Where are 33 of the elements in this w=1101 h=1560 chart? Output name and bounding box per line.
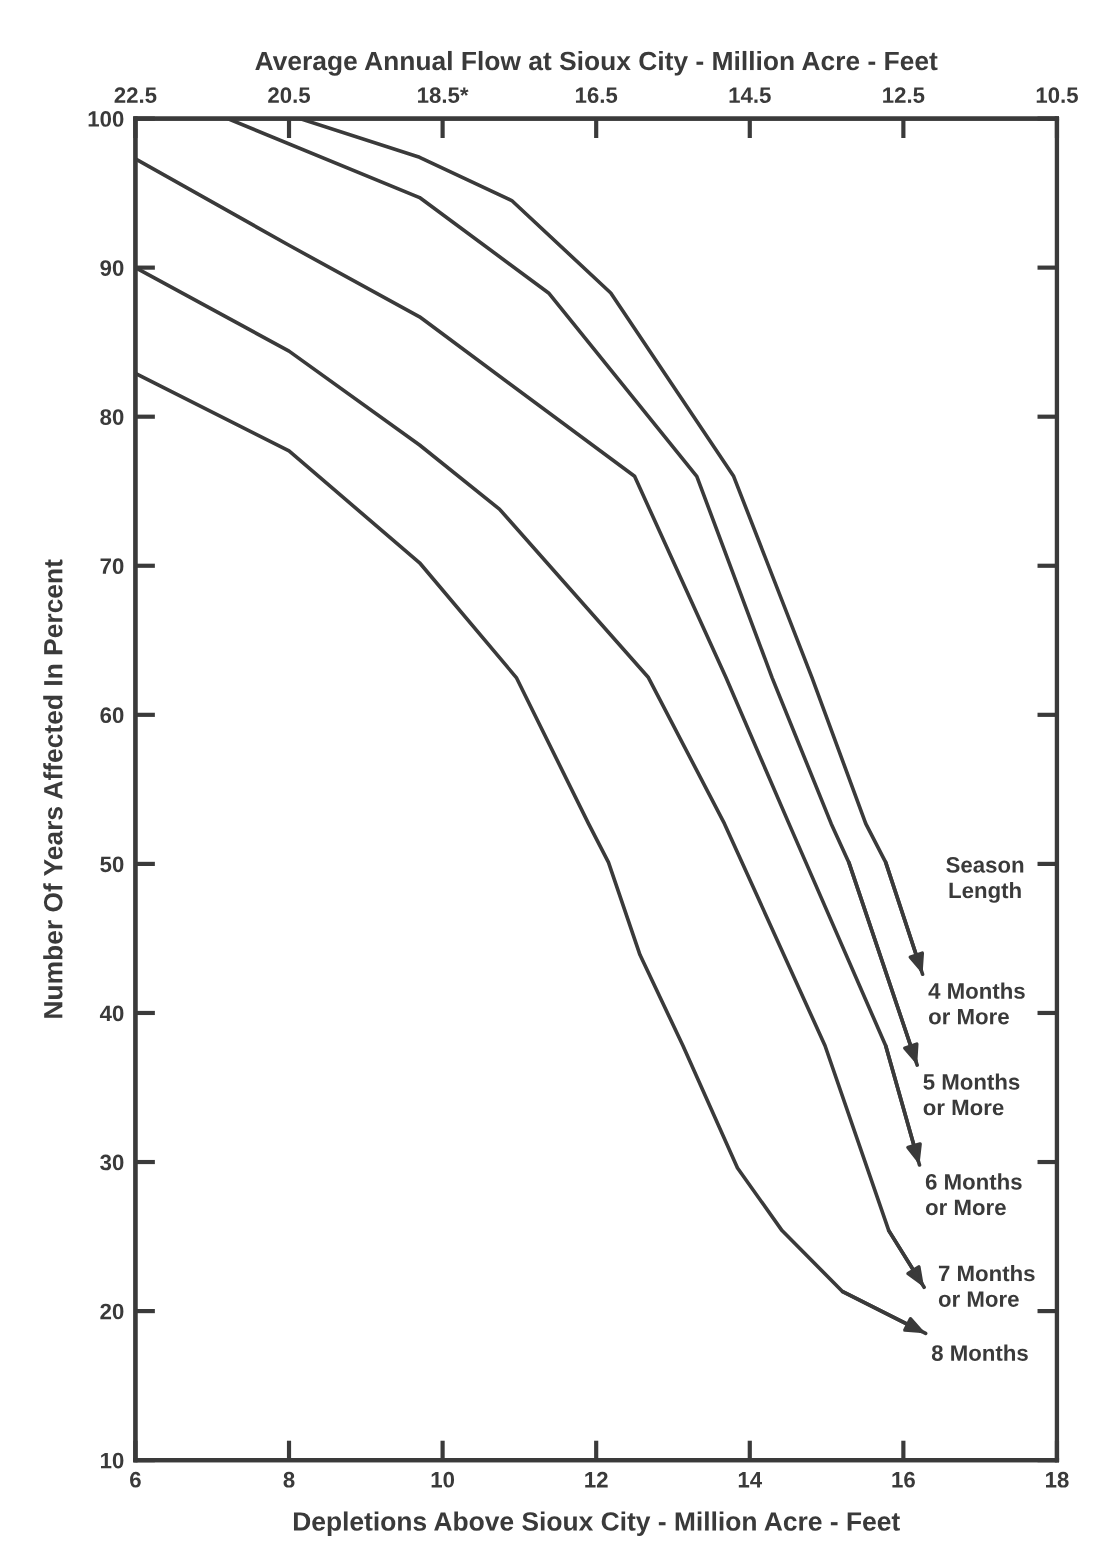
x2-tick-label: 10.5 [1036, 87, 1078, 104]
x-tick-label: 10 [431, 1471, 455, 1488]
x2-tick-label: 12.5 [883, 87, 925, 104]
y-tick-label: 30 [100, 1154, 124, 1171]
x2-tick-label: 20.5 [268, 87, 311, 104]
x2-tick-label: 14.5 [729, 87, 771, 104]
y-tick-label: 50 [100, 856, 124, 873]
legend-label: 6 Months or More [925, 1173, 1022, 1216]
legend-label: 5 Months or More [923, 1073, 1020, 1116]
y-tick-label: 100 [88, 111, 124, 127]
x-tick-label: 6 [130, 1471, 141, 1488]
x2-tick-label: 16.5 [575, 87, 618, 104]
x2-axis-title: Average Annual Flow at Sioux City - Million Acre - Feet [255, 50, 938, 76]
x-tick-label: 18 [1046, 1471, 1069, 1488]
y-tick-label: 40 [99, 1005, 124, 1022]
y-tick-label: 10 [101, 1452, 124, 1469]
x-tick-label: 12 [585, 1471, 608, 1488]
legend-title: Season Length [946, 857, 1024, 903]
legend-label: 8 Months [931, 1344, 1028, 1361]
x-tick-label: 14 [738, 1472, 763, 1488]
y-axis-title: Number Of Years Affected In Percent [43, 559, 63, 1018]
y-tick-label: 20 [100, 1303, 124, 1320]
x-tick-label: 16 [892, 1471, 915, 1488]
x-tick-label: 8 [283, 1471, 295, 1488]
legend-label: 4 Months or More [928, 982, 1025, 1025]
y-tick-label: 80 [100, 409, 124, 425]
y-tick-label: 60 [100, 707, 124, 724]
x2-tick-label: 22.5 [114, 87, 157, 104]
x-axis-title: Depletions Above Sioux City - Million Acre - Feet [293, 1511, 900, 1537]
x2-tick-label: 18.5* [418, 87, 469, 104]
y-tick-label: 70 [100, 558, 124, 575]
y-tick-label: 90 [100, 260, 124, 276]
series-label: 7 Months or More [938, 1265, 1035, 1307]
